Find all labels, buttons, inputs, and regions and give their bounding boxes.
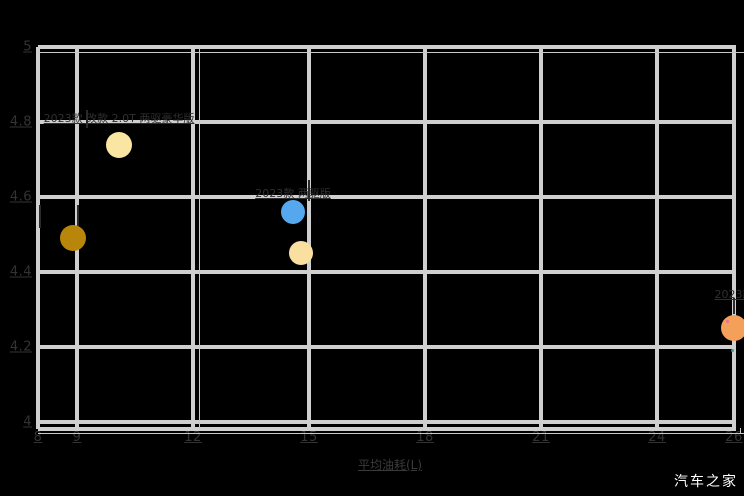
- gridline-vertical: [307, 47, 311, 429]
- y-axis-tick-label: 5: [23, 39, 32, 55]
- bubble-blue-label: 2023款 两驱版: [255, 187, 331, 200]
- y-axis-tick-label: 4.8: [9, 114, 32, 130]
- watermark-autohome: 汽车之家: [674, 474, 738, 490]
- axis-border-thin-line: [38, 52, 744, 53]
- label-leader-line: [39, 205, 41, 228]
- y-axis-tick-label: 4.2: [9, 339, 32, 355]
- gridline-vertical: [36, 47, 40, 429]
- color-speck: [731, 349, 734, 352]
- gridline-horizontal: [38, 345, 736, 349]
- axis-border-thin-line: [199, 47, 200, 429]
- x-axis-tick-label: 8: [33, 430, 43, 445]
- y-axis-tick-label: 4.4: [9, 264, 32, 280]
- gridline-vertical: [539, 47, 543, 429]
- bubble-wheat[interactable]: [288, 241, 313, 266]
- gridline-horizontal: [38, 45, 736, 49]
- x-axis-tick-label: 9: [72, 430, 82, 445]
- gridline-horizontal: [38, 195, 736, 199]
- gridline-vertical: [191, 47, 195, 429]
- bubble-cream-upper[interactable]: [106, 131, 133, 158]
- axis-border-thin-line: [38, 433, 744, 434]
- bubble-orange-label: 2023款: [714, 288, 744, 301]
- gridline-horizontal: [38, 120, 736, 124]
- y-axis-tick-label: 4.6: [9, 189, 32, 205]
- bubble-blue[interactable]: [281, 200, 306, 224]
- gridline-horizontal: [38, 420, 736, 424]
- gridline-vertical: [732, 47, 736, 429]
- color-speck: [726, 320, 729, 323]
- label-leader-line: [733, 298, 735, 314]
- label-leader-line: [86, 110, 88, 128]
- x-axis-line: [38, 427, 736, 431]
- bubble-orange[interactable]: [721, 315, 744, 342]
- gridline-vertical: [655, 47, 659, 429]
- gridline-vertical: [423, 47, 427, 429]
- bubble-gold[interactable]: [59, 225, 86, 252]
- y-axis-tick-label: 4: [23, 414, 32, 430]
- axis-border-thin-line: [740, 428, 741, 434]
- label-leader-line: [308, 180, 310, 201]
- gridline-horizontal: [38, 270, 736, 274]
- bubble-cream-upper-label: 2023款 改款 2.0T 两驱豪华版: [43, 112, 195, 125]
- x-axis-title: 平均油耗(L): [357, 458, 423, 472]
- label-leader-line: [77, 205, 79, 228]
